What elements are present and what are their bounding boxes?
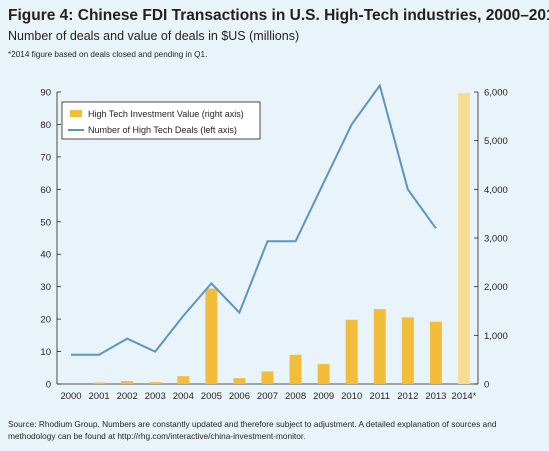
bar-2006 — [233, 378, 246, 384]
left-tick-label: 90 — [40, 88, 51, 99]
x-tick-label: 2014* — [452, 391, 477, 402]
left-tick-label: 70 — [40, 152, 51, 163]
left-tick-label: 40 — [40, 250, 51, 261]
source-note: Source: Rhodium Group. Numbers are const… — [8, 419, 497, 441]
x-tick-label: 2013 — [425, 391, 446, 402]
right-tick-label: 0 — [484, 380, 489, 391]
left-tick-label: 60 — [40, 185, 51, 196]
x-tick-label: 2003 — [145, 391, 166, 402]
x-tick-label: 2011 — [370, 391, 390, 402]
x-tick-label: 2010 — [341, 391, 362, 402]
bar-2013 — [429, 321, 442, 384]
x-tick-label: 2007 — [257, 391, 278, 402]
bar-series — [93, 92, 470, 385]
bar-2001 — [93, 382, 106, 384]
chart-note: *2014 figure based on deals closed and p… — [8, 50, 208, 59]
left-tick-label: 20 — [40, 315, 51, 326]
x-tick-label: 2001 — [89, 391, 110, 402]
bar-2004 — [177, 376, 190, 384]
right-tick-label: 1,000 — [484, 331, 508, 342]
right-tick-label: 2,000 — [484, 282, 508, 293]
bar-2014 — [457, 92, 470, 385]
bar-2010 — [345, 319, 358, 384]
x-tick-label: 2005 — [201, 391, 222, 402]
legend: High Tech Investment Value (right axis) … — [61, 101, 261, 140]
legend-box — [61, 101, 261, 140]
bar-2012 — [401, 317, 414, 384]
bar-2007 — [261, 371, 274, 384]
x-axis-labels: 2000 2001 2002 2003 2004 2005 2006 2007 2008 2009… — [60, 391, 476, 402]
x-tick-label: 2004 — [173, 391, 194, 402]
bar-2008 — [289, 354, 302, 384]
deals-line — [71, 83, 437, 356]
x-tick-label: 2008 — [285, 391, 306, 402]
bar-2005 — [205, 288, 218, 384]
left-tick-label: 0 — [46, 380, 51, 391]
left-tick-label: 10 — [40, 347, 51, 358]
right-tick-label: 3,000 — [484, 234, 508, 245]
bar-2003 — [149, 382, 162, 384]
left-tick-label: 30 — [40, 282, 51, 293]
x-tick-label: 2012 — [397, 391, 418, 402]
right-tick-label: 5,000 — [484, 136, 508, 147]
legend-line-label: Number of High Tech Deals (left axis) — [88, 125, 237, 135]
left-axis: 0 10 20 30 40 50 60 70 80 90 — [40, 88, 61, 391]
right-tick-label: 6,000 — [484, 88, 508, 99]
bar-2011 — [373, 309, 386, 384]
line-series — [71, 83, 437, 356]
chart-title: Figure 4: Chinese FDI Transactions in U.… — [8, 7, 549, 24]
bar-2009 — [317, 364, 330, 384]
bar-2002 — [121, 381, 134, 384]
legend-bar-swatch — [70, 110, 82, 117]
x-tick-label: 2000 — [60, 391, 81, 402]
right-tick-label: 4,000 — [484, 185, 508, 196]
x-tick-label: 2009 — [313, 391, 334, 402]
x-tick-label: 2002 — [117, 391, 138, 402]
left-tick-label: 50 — [40, 217, 51, 228]
chart-subtitle: Number of deals and value of deals in $U… — [8, 29, 300, 43]
x-tick-label: 2006 — [229, 391, 250, 402]
legend-bar-label: High Tech Investment Value (right axis) — [88, 109, 244, 119]
left-tick-label: 80 — [40, 120, 51, 131]
